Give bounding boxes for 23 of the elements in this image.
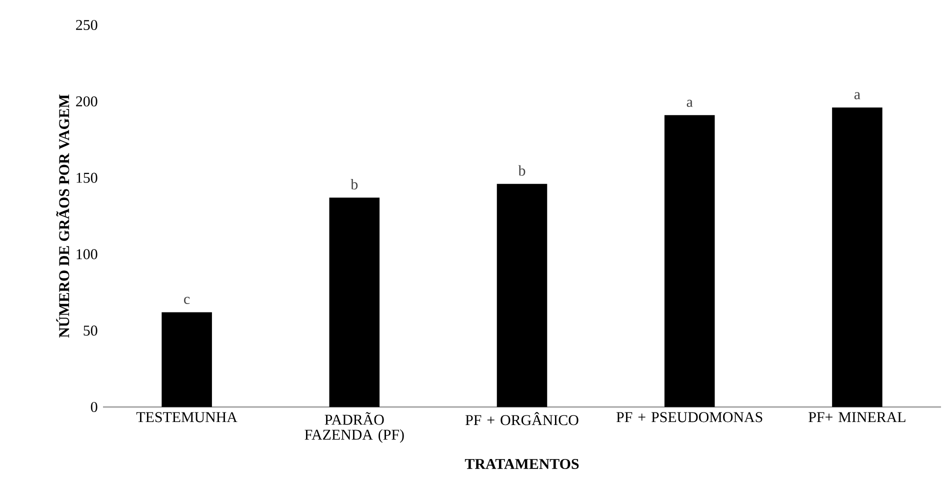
bar [329,198,380,407]
annotation: a [686,100,693,107]
y-tick-label: 250 [76,20,98,30]
annotation: c [184,296,190,304]
y-tick-label: 200 [76,96,98,106]
bar [664,115,715,407]
bar [832,108,882,407]
x-tick-label: PF + ORGÂNICO [466,412,578,426]
bar [496,184,548,407]
y-axis-title: NÚMERO DE GRÃOS POR VAGEM [56,94,70,338]
x-tick-label: PF + PSEUDOMONAS [616,412,762,422]
y-tick-label: 50 [84,326,98,336]
annotation: a [854,92,860,100]
annotation: b [518,165,526,176]
x-axis-title: TRATAMENTOS [464,458,579,469]
x-tick-label: TESTEMUNHA [136,412,238,422]
y-tick-label: 0 [90,402,98,412]
x-tick-label: PADRÃO FAZENDA (PF) [304,412,404,443]
bar [162,312,212,407]
annotation: b [350,178,358,190]
y-tick-label: 100 [76,249,98,260]
y-tick-label: 150 [76,172,98,183]
x-tick-label: PF+ MINERAL [808,412,906,422]
